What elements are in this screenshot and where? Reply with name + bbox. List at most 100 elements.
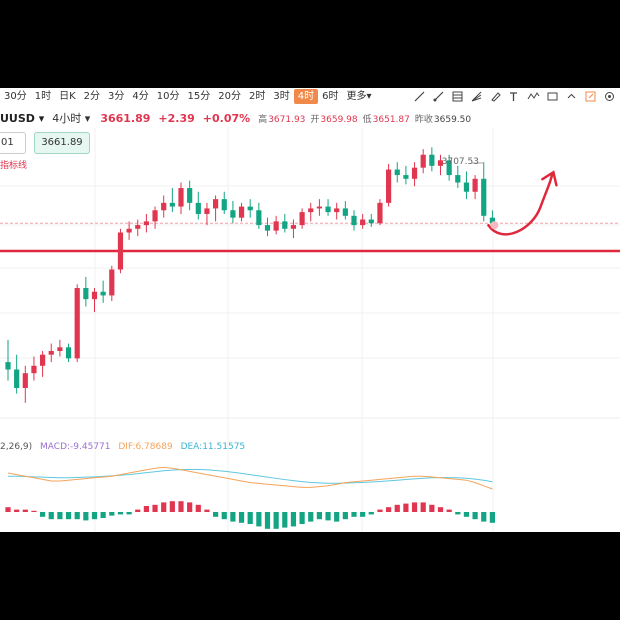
candle[interactable]	[342, 201, 348, 220]
candle[interactable]	[230, 201, 236, 224]
candle[interactable]	[420, 149, 426, 174]
candle[interactable]	[446, 154, 452, 181]
candle[interactable]	[308, 202, 314, 222]
macd-bar	[299, 512, 305, 524]
candle[interactable]	[91, 288, 98, 313]
channel-tool-icon[interactable]	[451, 90, 464, 103]
quantity-input[interactable]: 01	[0, 132, 26, 154]
candle[interactable]	[152, 206, 158, 229]
candle[interactable]	[429, 147, 435, 172]
tf-3m[interactable]: 3分	[108, 91, 125, 102]
drawing-tools	[413, 88, 620, 105]
candle[interactable]	[126, 221, 132, 240]
candle[interactable]	[204, 202, 210, 226]
candle-body	[437, 160, 444, 166]
candle[interactable]	[481, 162, 487, 222]
tf-2h[interactable]: 2时	[249, 91, 266, 102]
chart-canvas[interactable]: 3707.53	[0, 88, 620, 532]
macd-bar	[204, 509, 210, 512]
candle[interactable]	[334, 202, 340, 220]
export-icon[interactable]	[584, 90, 597, 103]
candle[interactable]	[455, 165, 461, 189]
candle[interactable]	[282, 213, 288, 233]
candle[interactable]	[256, 202, 262, 229]
candle[interactable]	[316, 199, 322, 216]
macd-bar	[213, 512, 219, 517]
candle[interactable]	[143, 213, 149, 233]
line-tool-icon[interactable]	[413, 90, 426, 103]
tf-4m[interactable]: 4分	[132, 91, 149, 102]
tf-30m[interactable]: 30分	[4, 91, 27, 102]
candle[interactable]	[83, 276, 89, 307]
tf-daily[interactable]: 日K	[59, 91, 76, 102]
candle[interactable]	[65, 343, 72, 363]
candle-body	[420, 154, 426, 168]
candle[interactable]	[135, 219, 141, 237]
tf-20m[interactable]: 20分	[218, 91, 241, 102]
candle[interactable]	[74, 284, 80, 363]
period-selector[interactable]: 4小时 ▾	[52, 112, 91, 125]
text-tool-icon[interactable]	[508, 90, 521, 103]
candle[interactable]	[31, 356, 37, 381]
tf-10m[interactable]: 10分	[156, 91, 180, 102]
candle-body	[282, 221, 288, 229]
candle[interactable]	[325, 199, 331, 216]
candle[interactable]	[290, 219, 297, 239]
candle[interactable]	[299, 208, 305, 229]
macd-bar	[360, 512, 366, 517]
candle[interactable]	[360, 213, 366, 229]
price-button[interactable]: 3661.89	[34, 132, 90, 154]
candle[interactable]	[437, 154, 444, 176]
candle[interactable]	[161, 195, 167, 218]
tf-6h[interactable]: 6时	[322, 91, 339, 102]
symbol-selector[interactable]: UUSD ▾	[0, 111, 45, 125]
tf-4h[interactable]: 4时	[293, 89, 319, 104]
candle[interactable]	[109, 265, 115, 301]
tf-2m[interactable]: 2分	[83, 91, 101, 102]
candle[interactable]	[238, 202, 245, 222]
macd-value: MACD:-9.45771	[40, 442, 111, 452]
wave-tool-icon[interactable]	[527, 90, 540, 103]
collapse-tools-icon[interactable]	[565, 90, 578, 103]
candle[interactable]	[169, 188, 175, 213]
ray-tool-icon[interactable]	[432, 90, 445, 103]
candle[interactable]	[386, 163, 392, 207]
rect-tool-icon[interactable]	[546, 90, 559, 103]
macd-bar	[282, 512, 288, 528]
candle[interactable]	[472, 175, 478, 200]
candle[interactable]	[48, 343, 54, 363]
candle[interactable]	[403, 165, 409, 185]
candle-body	[135, 225, 141, 229]
candle[interactable]	[221, 191, 227, 214]
tf-15m[interactable]: 15分	[187, 91, 211, 102]
candle[interactable]	[463, 171, 470, 200]
candle[interactable]	[178, 182, 184, 214]
settings-icon[interactable]	[603, 90, 616, 103]
candle[interactable]	[368, 213, 374, 227]
brush-tool-icon[interactable]	[489, 90, 502, 103]
indicator-label[interactable]: 指标线	[0, 161, 28, 171]
candle[interactable]	[377, 199, 383, 226]
candle[interactable]	[195, 191, 201, 220]
tf-3h[interactable]: 3时	[273, 91, 290, 102]
candle[interactable]	[5, 339, 11, 381]
candle[interactable]	[40, 350, 46, 377]
candle[interactable]	[247, 199, 253, 218]
candle[interactable]	[273, 215, 279, 235]
candle[interactable]	[394, 162, 400, 183]
tf-1h[interactable]: 1时	[34, 91, 52, 102]
candle[interactable]	[100, 280, 106, 303]
candle-body	[161, 202, 167, 211]
tf-more[interactable]: 更多▾	[346, 91, 372, 102]
candle-body	[178, 188, 184, 207]
candle[interactable]	[264, 217, 271, 237]
fib-tool-icon[interactable]	[470, 90, 483, 103]
candle[interactable]	[22, 365, 28, 403]
candle[interactable]	[213, 195, 219, 222]
candle[interactable]	[187, 180, 193, 211]
candle[interactable]	[57, 339, 63, 357]
candle[interactable]	[351, 210, 357, 231]
candle[interactable]	[117, 228, 124, 274]
candle[interactable]	[14, 354, 20, 394]
candle[interactable]	[411, 162, 418, 187]
